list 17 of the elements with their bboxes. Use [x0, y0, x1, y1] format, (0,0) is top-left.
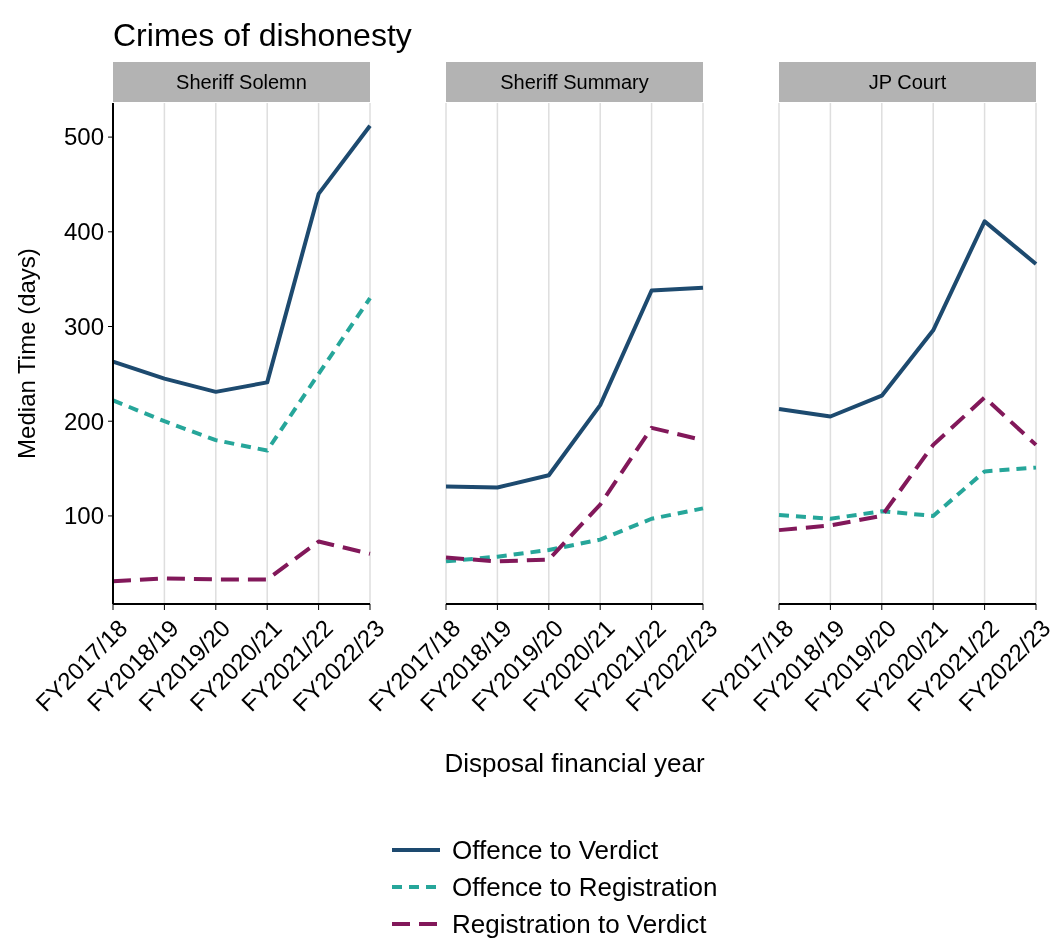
chart-subtitle: Sheriff Solemn	[176, 71, 307, 93]
chart-title: Crimes of dishonesty	[113, 17, 412, 53]
x-axis-title: Disposal financial year	[444, 748, 705, 778]
legend-label: Registration to Verdict	[452, 909, 708, 940]
chart-subtitle: Sheriff Summary	[500, 71, 649, 93]
y-tick-label: 400	[63, 218, 104, 246]
line-series	[111, 123, 372, 394]
line-series	[111, 539, 372, 584]
y-tick-label: 100	[63, 502, 104, 530]
y-tick-label: 500	[63, 123, 104, 151]
legend-label: Offence to Verdict	[452, 835, 659, 866]
y-axis-title: Median Time (days)	[13, 248, 40, 459]
legend-label: Offence to Registration	[452, 872, 718, 903]
chart-subtitle: JP Court	[868, 71, 947, 93]
y-tick-label: 200	[63, 407, 104, 435]
line-series	[111, 296, 372, 453]
y-tick-label: 300	[63, 312, 104, 340]
